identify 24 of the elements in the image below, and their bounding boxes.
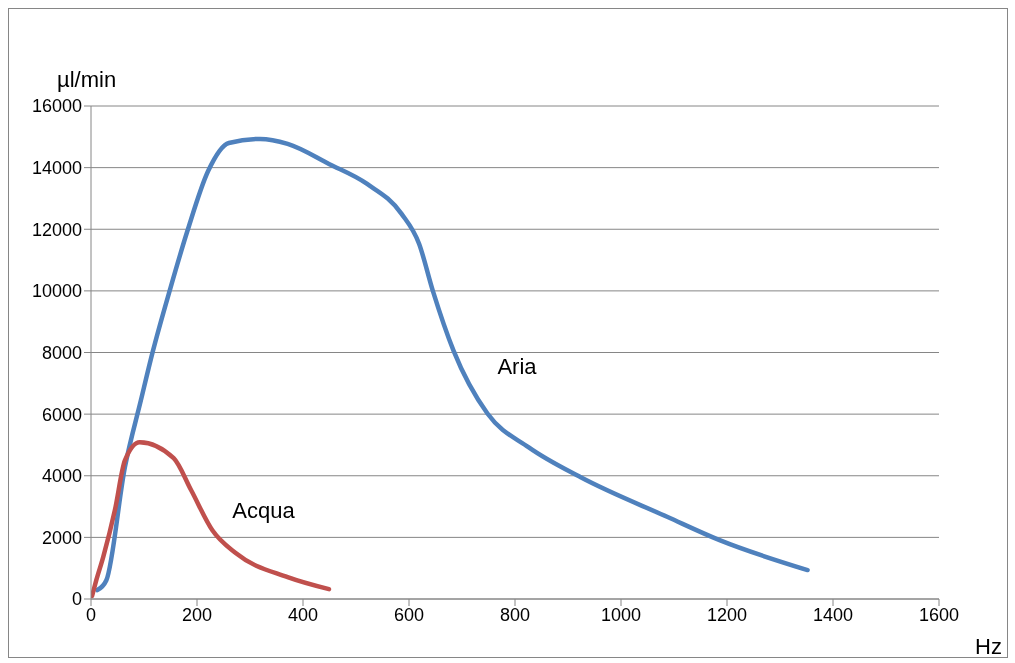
x-tick-label: 0 — [85, 604, 97, 625]
y-tick-label: 0 — [71, 589, 82, 610]
y-tick-label: 14000 — [31, 158, 82, 179]
y-tick-label: 8000 — [41, 342, 82, 363]
x-tick-label: 1000 — [600, 604, 642, 625]
x-tick-label: 1600 — [918, 604, 960, 625]
x-tick-label: 400 — [287, 604, 319, 625]
x-tick-label: 600 — [393, 604, 425, 625]
x-tick-label: 1200 — [706, 604, 748, 625]
x-axis-title: Hz — [975, 634, 1002, 660]
y-tick-label: 2000 — [41, 527, 82, 548]
x-tick-label: 200 — [181, 604, 213, 625]
y-tick-label: 4000 — [41, 466, 82, 487]
x-tick-label: 800 — [499, 604, 531, 625]
line-series — [95, 136, 810, 593]
y-tick-label: 16000 — [31, 96, 82, 117]
line-series — [91, 439, 332, 599]
y-tick-label: 10000 — [31, 281, 82, 302]
x-tick-label: 1400 — [812, 604, 854, 625]
y-axis-title: µl/min — [57, 67, 117, 93]
series-label: Aria — [497, 353, 538, 379]
series-label: Acqua — [232, 498, 296, 524]
y-tick-label: 6000 — [41, 404, 82, 425]
y-tick-label: 12000 — [31, 219, 82, 240]
